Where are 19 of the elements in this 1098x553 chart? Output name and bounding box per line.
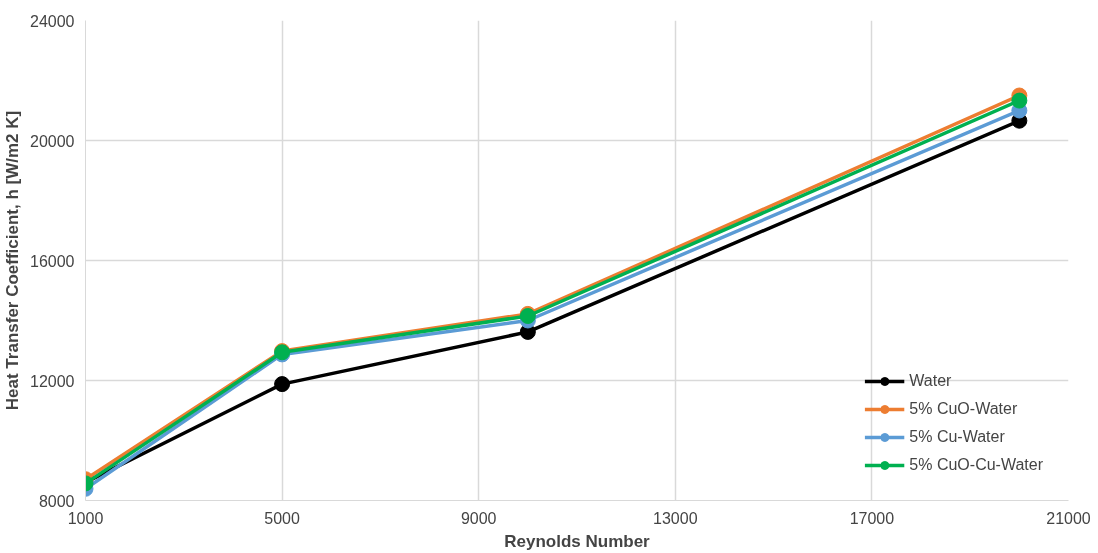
- point: [274, 376, 291, 393]
- legend-label: 5% CuO-Water: [909, 400, 1018, 418]
- y-axis-title: Heat Transfer Coefficient, h [W/m2 K]: [3, 110, 23, 411]
- legend-label: 5% Cu-Water: [909, 428, 1005, 446]
- x-tick-label: 17000: [849, 509, 895, 527]
- y-tick-label: 12000: [30, 372, 75, 390]
- x-tick-label: 9000: [460, 509, 497, 527]
- y-tick-label: 16000: [30, 252, 75, 270]
- point: [1011, 92, 1028, 109]
- y-tick-label: 20000: [30, 132, 75, 150]
- legend-label: Water: [909, 372, 952, 390]
- y-tick-label: 8000: [38, 492, 75, 510]
- legend-label: 5% CuO-Cu-Water: [909, 456, 1043, 474]
- x-tick-label: 5000: [264, 509, 300, 527]
- x-tick-label: 1000: [67, 509, 104, 527]
- y-tick-label: 24000: [30, 12, 75, 30]
- x-axis-title: Reynolds Number: [504, 531, 651, 551]
- x-tick-label: 13000: [653, 509, 698, 527]
- x-tick-label: 21000: [1046, 509, 1091, 527]
